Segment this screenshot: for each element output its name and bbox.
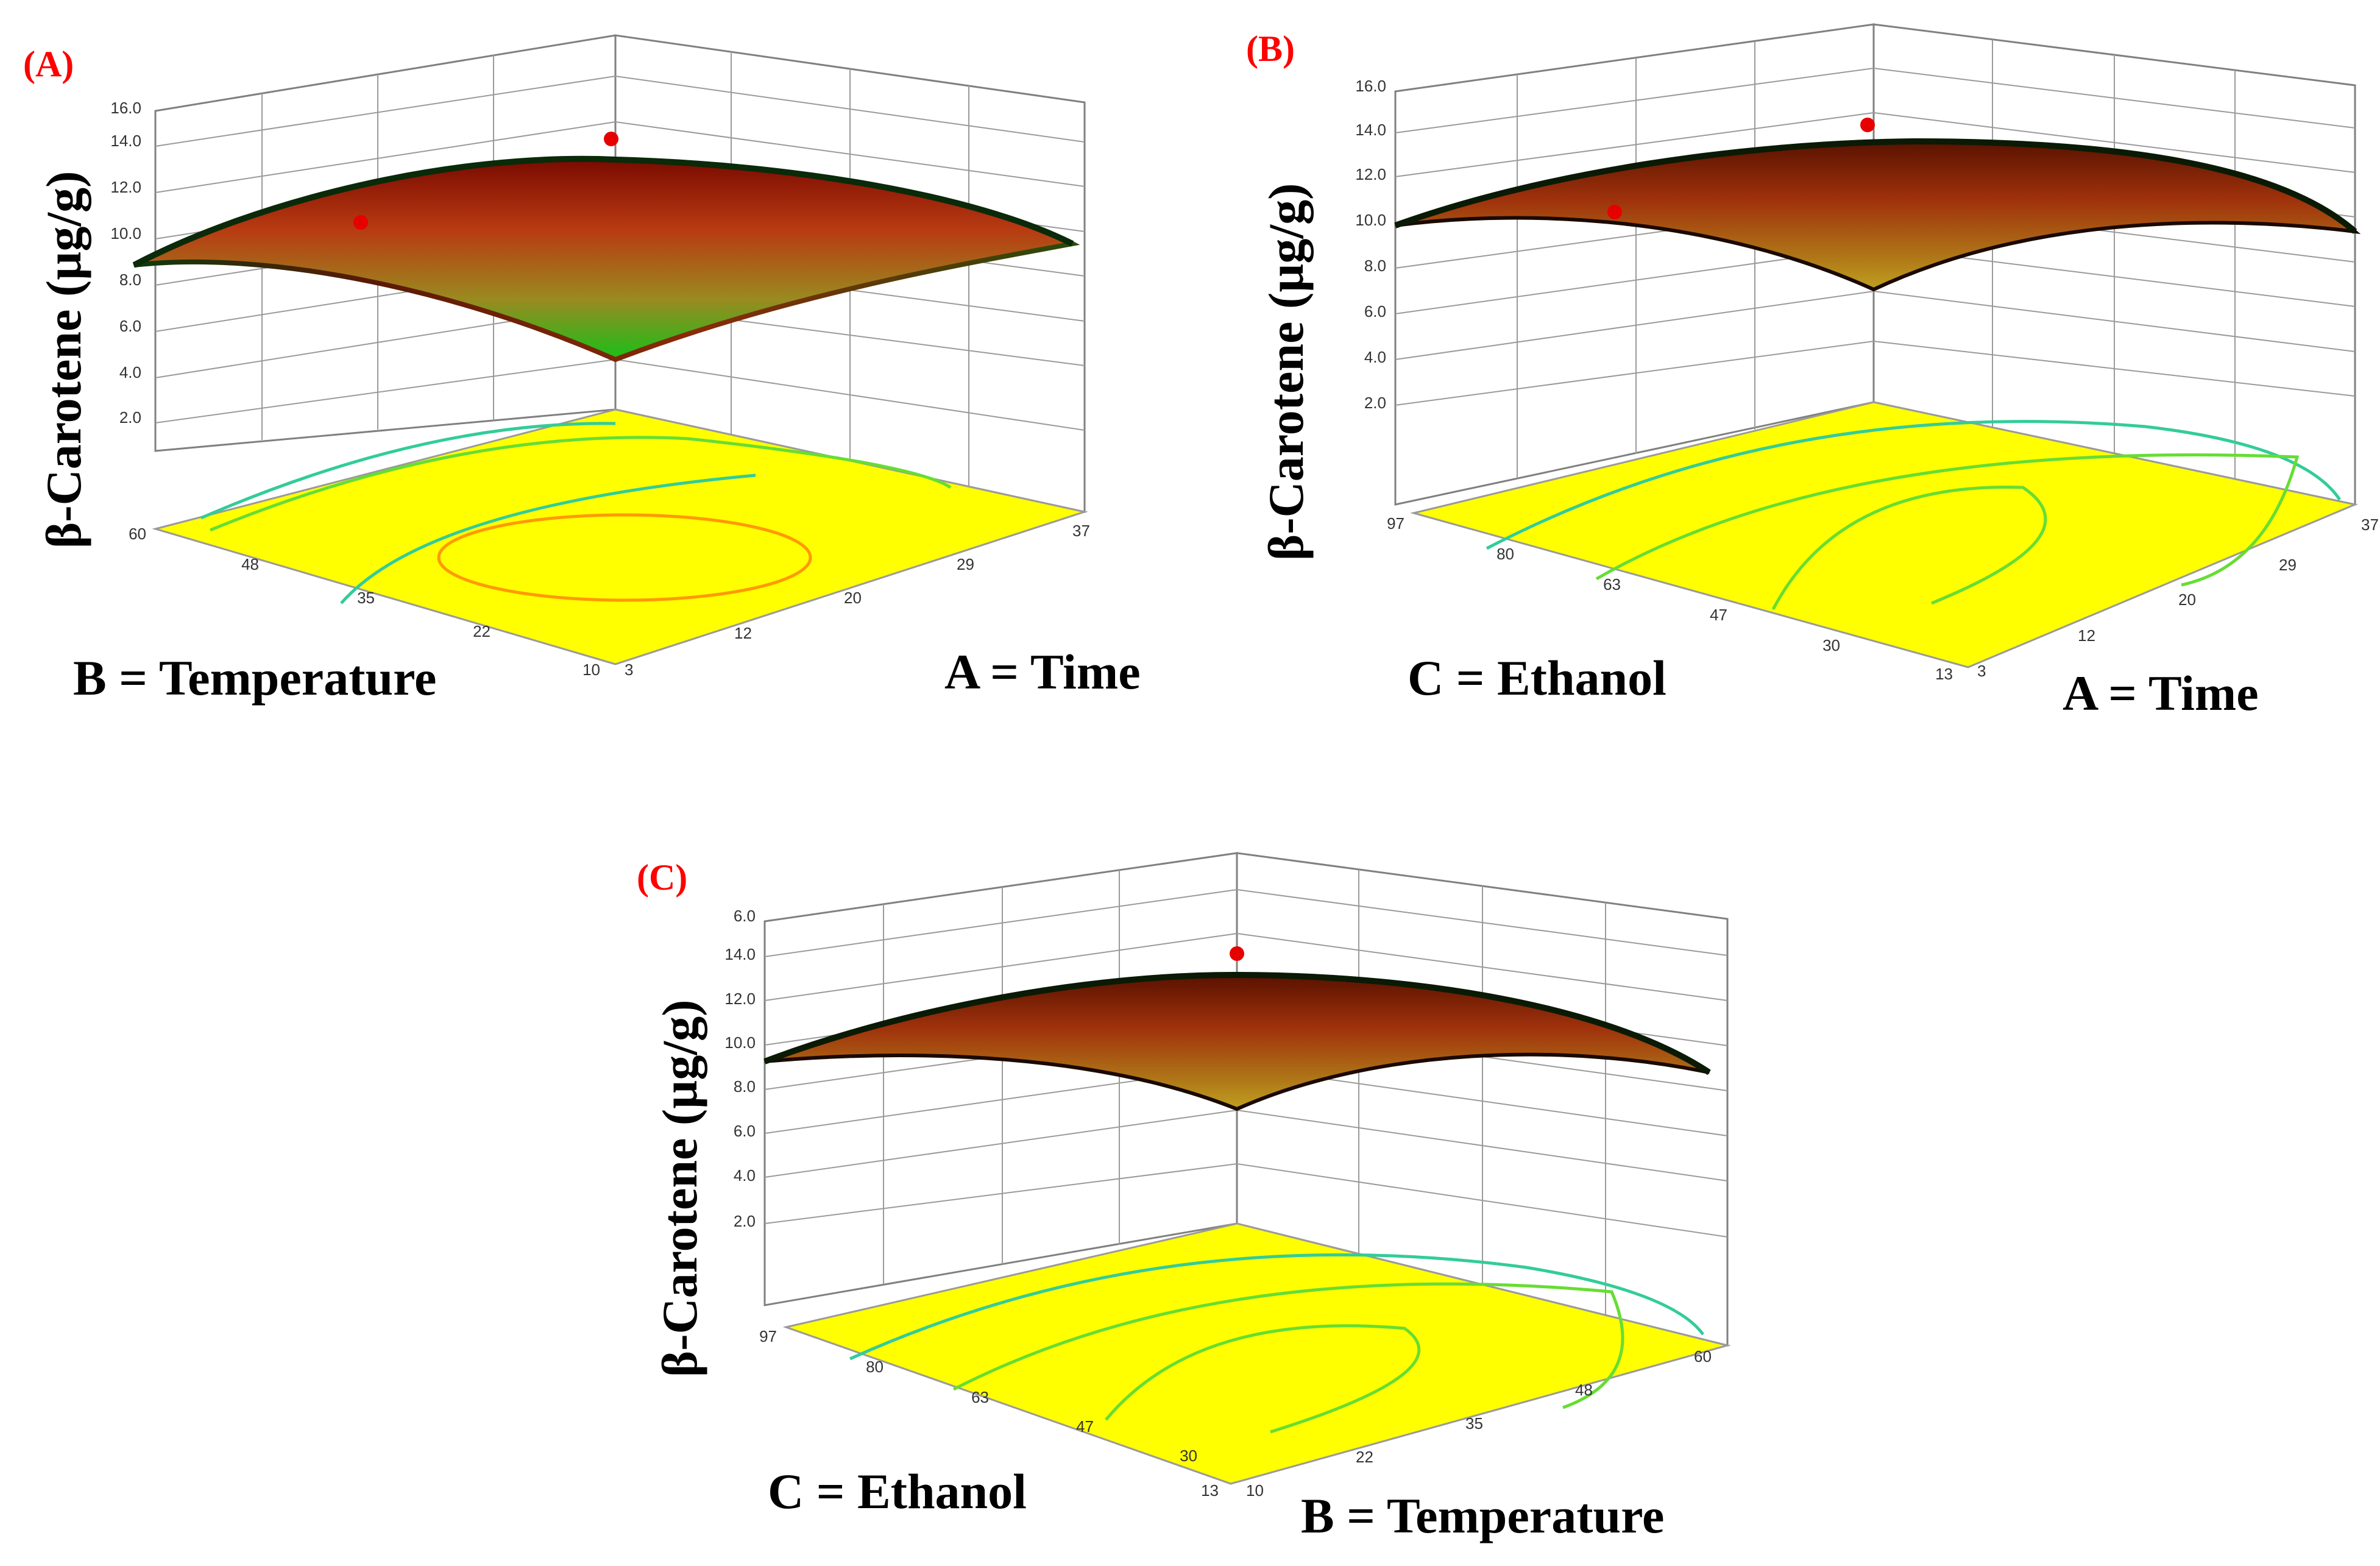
left-axis-tick: 48 xyxy=(241,555,259,573)
right-axis-tick: 3 xyxy=(1977,662,1986,680)
response-surface xyxy=(133,156,1080,363)
right-axis-tick: 35 xyxy=(1465,1414,1483,1433)
z-tick: 4.0 xyxy=(119,363,141,381)
right-axis-tick: 3 xyxy=(625,661,633,679)
response-surface xyxy=(763,973,1710,1111)
design-point xyxy=(1860,118,1875,132)
right-axis-tick: 12 xyxy=(2078,626,2095,645)
contour-lines xyxy=(849,1253,1705,1434)
z-axis-ticks: 2.0 4.0 6.0 8.0 10.0 12.0 14.0 16.0 xyxy=(1355,77,1386,412)
left-axis-title: B = Temperature xyxy=(73,650,436,706)
right-axis-tick: 20 xyxy=(844,589,862,607)
left-axis-tick: 63 xyxy=(971,1388,989,1406)
panel-label: (B) xyxy=(1246,29,1295,69)
left-axis-tick: 30 xyxy=(1180,1447,1197,1465)
contour-floor xyxy=(782,1222,1731,1485)
right-axis-tick: 60 xyxy=(1694,1347,1712,1366)
design-point xyxy=(353,215,368,230)
left-axis-title: C = Ethanol xyxy=(768,1464,1027,1519)
z-axis-ticks: 2.0 4.0 6.0 8.0 10.0 12.0 14.0 6.0 xyxy=(724,907,756,1230)
contour-lines xyxy=(1486,420,2342,611)
left-axis-tick: 47 xyxy=(1076,1417,1094,1436)
z-tick: 12.0 xyxy=(110,178,141,196)
right-axis-tick: 20 xyxy=(2178,590,2196,609)
z-tick: 4.0 xyxy=(734,1166,756,1185)
design-point xyxy=(1607,205,1622,219)
right-axis-title: A = Time xyxy=(2063,665,2259,721)
right-axis-tick: 29 xyxy=(957,555,974,573)
surface-ridge xyxy=(1394,138,2357,234)
right-axis-tick: 10 xyxy=(1246,1481,1264,1500)
right-axis-tick: 12 xyxy=(734,624,752,642)
left-axis-tick: 35 xyxy=(357,589,375,607)
z-tick: 2.0 xyxy=(1364,394,1386,412)
contour-floor xyxy=(152,408,1088,665)
z-tick: 2.0 xyxy=(734,1212,756,1230)
left-axis-tick: 47 xyxy=(1710,606,1727,624)
right-axis-ticks: 3 12 20 29 37 xyxy=(625,522,1090,679)
left-axis-ticks: 97 80 63 47 30 13 xyxy=(1387,514,1953,683)
left-axis-tick: 97 xyxy=(759,1327,777,1345)
right-axis-tick: 37 xyxy=(1072,522,1090,540)
right-axis-title: B = Temperature xyxy=(1301,1488,1664,1543)
contour-lines xyxy=(200,422,952,604)
left-axis-tick: 13 xyxy=(1935,665,1953,683)
z-tick: 10.0 xyxy=(1355,211,1386,229)
panel-c: (C) 2.0 4.0 6.0 8.0 10.0 xyxy=(637,852,1731,1543)
left-axis-tick: 13 xyxy=(1201,1481,1219,1500)
design-point xyxy=(1230,946,1244,961)
left-axis-ticks: 97 80 63 47 30 13 xyxy=(759,1327,1219,1500)
left-axis-tick: 60 xyxy=(129,525,146,543)
z-tick: 8.0 xyxy=(1364,257,1386,275)
panel-a: (A) 2.0 4.0 6.0 8.0 xyxy=(23,34,1141,706)
z-tick: 14.0 xyxy=(1355,121,1386,139)
z-axis-title: β-Carotene (µg/g) xyxy=(1258,183,1314,561)
z-tick: 14.0 xyxy=(110,132,141,150)
z-tick: 10.0 xyxy=(110,224,141,243)
left-axis-tick: 80 xyxy=(866,1358,884,1376)
contour-floor xyxy=(1410,401,2358,668)
z-axis-title: β-Carotene (µg/g) xyxy=(652,1000,707,1377)
z-tick: 8.0 xyxy=(734,1077,756,1096)
z-tick: 12.0 xyxy=(724,990,756,1008)
z-axis-title: β-Carotene (µg/g) xyxy=(36,171,91,548)
right-axis-tick: 48 xyxy=(1575,1381,1593,1399)
surface-ridge xyxy=(132,155,1074,268)
z-tick: 12.0 xyxy=(1355,165,1386,183)
z-axis-ticks: 2.0 4.0 6.0 8.0 10.0 12.0 14.0 16.0 xyxy=(110,99,141,427)
left-axis-title: C = Ethanol xyxy=(1408,650,1666,706)
surface-ridge xyxy=(763,971,1711,1075)
z-tick: 10.0 xyxy=(724,1033,756,1052)
right-axis-title: A = Time xyxy=(944,644,1141,700)
left-axis-tick: 30 xyxy=(1822,636,1840,654)
left-axis-tick: 80 xyxy=(1496,545,1514,563)
z-tick: 2.0 xyxy=(119,408,141,427)
left-axis-tick: 22 xyxy=(473,622,491,640)
panel-label: (C) xyxy=(637,857,687,898)
z-tick: 6.0 xyxy=(734,1122,756,1140)
right-axis-tick: 37 xyxy=(2361,516,2379,534)
z-tick: 4.0 xyxy=(1364,348,1386,366)
left-axis-ticks: 60 48 35 22 10 xyxy=(129,525,600,679)
z-tick: 14.0 xyxy=(724,945,756,963)
z-tick: 8.0 xyxy=(119,271,141,289)
z-tick: 6.0 xyxy=(734,907,756,925)
right-axis-tick: 29 xyxy=(2279,556,2297,574)
z-tick: 16.0 xyxy=(110,99,141,117)
response-surface xyxy=(1394,139,2361,292)
panel-b: (B) 2.0 4.0 6.0 8.0 10.0 xyxy=(1246,23,2379,721)
design-point xyxy=(604,132,618,146)
left-axis-tick: 63 xyxy=(1603,575,1621,593)
z-tick: 6.0 xyxy=(1364,302,1386,321)
left-axis-tick: 10 xyxy=(583,661,600,679)
right-axis-ticks: 10 22 35 48 60 xyxy=(1246,1347,1712,1500)
right-axis-ticks: 3 12 20 29 37 xyxy=(1977,516,2379,680)
right-axis-tick: 22 xyxy=(1356,1448,1373,1466)
left-axis-tick: 97 xyxy=(1387,514,1404,533)
z-tick: 16.0 xyxy=(1355,77,1386,95)
z-tick: 6.0 xyxy=(119,317,141,335)
panel-label: (A) xyxy=(23,44,74,84)
